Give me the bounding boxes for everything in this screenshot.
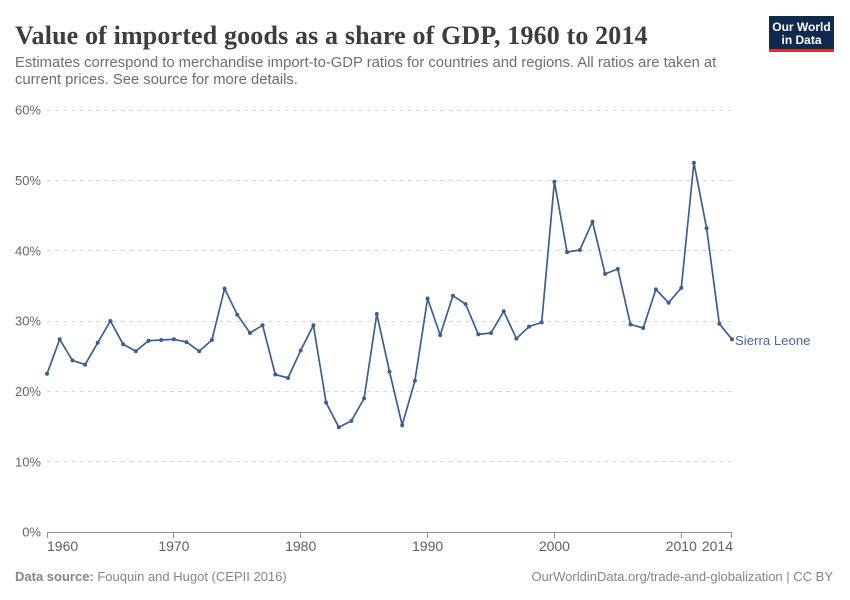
svg-text:1980: 1980 [285, 538, 316, 554]
svg-text:Sierra Leone: Sierra Leone [735, 333, 811, 348]
svg-text:10%: 10% [15, 454, 41, 469]
svg-text:50%: 50% [15, 173, 41, 188]
svg-text:2000: 2000 [539, 538, 570, 554]
svg-text:1960: 1960 [47, 538, 78, 554]
svg-text:1990: 1990 [412, 538, 443, 554]
svg-text:60%: 60% [15, 103, 41, 118]
svg-text:0%: 0% [22, 525, 41, 540]
svg-text:20%: 20% [15, 384, 41, 399]
svg-text:2010: 2010 [666, 538, 697, 554]
svg-text:1970: 1970 [158, 538, 189, 554]
svg-text:2014: 2014 [702, 538, 733, 554]
svg-text:40%: 40% [15, 243, 41, 258]
svg-text:30%: 30% [15, 314, 41, 329]
